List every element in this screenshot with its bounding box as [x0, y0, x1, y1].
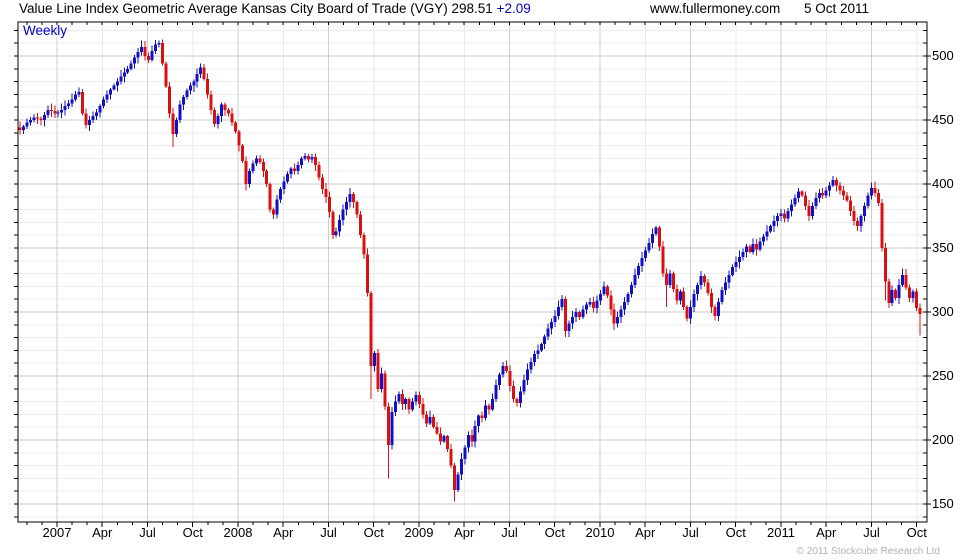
x-axis-label: Oct: [544, 525, 565, 540]
x-axis-label: 2008: [223, 525, 253, 540]
y-axis-label: 500: [932, 48, 954, 63]
copyright-notice: © 2011 Stockcube Research Ltd: [796, 546, 940, 557]
y-axis-label: 300: [932, 304, 954, 319]
x-axis-label: 2007: [42, 525, 72, 540]
date-label: 5 Oct 2011: [804, 1, 870, 16]
x-axis-label: Oct: [906, 525, 927, 540]
x-axis-label: 2011: [767, 525, 795, 540]
x-axis-label: Apr: [273, 525, 294, 540]
x-axis-label: Apr: [816, 525, 837, 540]
frequency-label: Weekly: [23, 23, 68, 38]
x-axis-label: Jul: [320, 525, 337, 540]
y-axis-label: 250: [932, 368, 954, 383]
website-label: www.fullermoney.com: [650, 1, 781, 16]
y-axis-label: 200: [932, 432, 954, 447]
x-axis-label: 2010: [585, 525, 615, 540]
y-axis-label: 400: [932, 176, 954, 191]
y-axis-label: 150: [932, 496, 954, 511]
page-title: Value Line Index Geometric Average Kansa…: [19, 1, 531, 16]
instrument-name: Value Line Index Geometric Average Kansa…: [19, 1, 448, 16]
x-axis-label: Jul: [139, 525, 156, 540]
y-axis-label: 450: [932, 112, 954, 127]
last-price: 298.51: [451, 1, 493, 16]
x-axis-label: Oct: [182, 525, 203, 540]
x-axis-label: Apr: [454, 525, 475, 540]
x-axis-label: Jul: [501, 525, 518, 540]
x-axis-label: Apr: [92, 525, 113, 540]
x-axis-label: Oct: [363, 525, 384, 540]
x-axis-label: 2009: [404, 525, 434, 540]
x-axis-label: Jul: [682, 525, 699, 540]
x-axis-label: Jul: [863, 525, 880, 540]
x-axis-label: Apr: [635, 525, 656, 540]
x-axis-label: Oct: [725, 525, 746, 540]
price-change: +2.09: [496, 1, 531, 16]
candlestick-chart: [14, 21, 931, 527]
y-axis-label: 350: [932, 240, 954, 255]
